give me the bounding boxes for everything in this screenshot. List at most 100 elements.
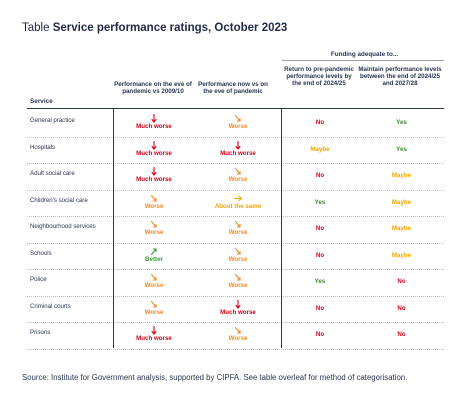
rating-cell-c1: Worse <box>113 296 195 323</box>
funding-header: Funding adequate to... <box>330 51 399 58</box>
arrow-down-icon <box>234 114 241 122</box>
service-name: Prisons <box>30 329 51 336</box>
rating-label: Worse <box>228 176 248 183</box>
rating-cell-c2: Worse <box>195 269 281 296</box>
title-prefix: Table <box>22 22 50 34</box>
column-header-eve-vs-2009: Performance on the eve of pandemic vs 20… <box>114 81 192 96</box>
rating-cell-c3: No <box>281 296 359 323</box>
funding-label: Maybe <box>391 198 412 206</box>
funding-label: No <box>315 331 325 338</box>
arrow-down-icon <box>235 299 241 309</box>
funding-label: Yes <box>314 198 326 206</box>
arrow-down-icon <box>150 273 157 281</box>
rating-label: Much worse <box>136 149 172 157</box>
rating-cell-c3: No <box>281 243 359 270</box>
service-name: Adult social care <box>30 170 75 177</box>
rating-cell-c2: Much worse <box>195 137 281 164</box>
rating-label: Better <box>145 255 163 263</box>
funding-label: No <box>315 225 325 232</box>
rating-cell-c2: Worse <box>195 243 281 270</box>
rating-label: Worse <box>144 202 164 210</box>
table-row: Schools Better Worse No Maybe <box>27 243 444 270</box>
funding-label: No <box>315 172 325 179</box>
arrow-down-icon <box>234 273 241 281</box>
funding-label: Maybe <box>391 251 412 259</box>
arrow-down-icon <box>150 220 157 228</box>
table-title: Table Service performance ratings, Octob… <box>22 22 287 34</box>
rating-label: Much worse <box>136 123 172 130</box>
rating-cell-c3: No <box>281 163 359 190</box>
column-header-now-vs-eve: Performance now vs on the eve of pandemi… <box>198 81 268 96</box>
rating-cell-c2: Much worse <box>195 296 281 323</box>
rating-label: Worse <box>228 229 248 236</box>
rating-label: Worse <box>144 229 164 236</box>
funding-label: Yes <box>314 278 326 285</box>
funding-label: Yes <box>396 119 407 126</box>
rating-cell-c3: Yes <box>281 269 359 296</box>
rating-cell-c1: Worse <box>113 269 195 296</box>
table-row: Police Worse Worse Yes No <box>27 269 444 297</box>
rating-cell-c1: Much worse <box>113 322 195 349</box>
rating-cell-c3: Yes <box>281 190 359 217</box>
service-name: Hospitals <box>30 143 56 151</box>
table-row: Criminal courts Worse Much worse No No <box>27 296 444 323</box>
arrow-down-icon <box>151 140 157 150</box>
rating-cell-c3: No <box>281 216 359 243</box>
arrow-down-icon <box>234 167 241 175</box>
rating-cell-c2: Worse <box>195 163 281 190</box>
column-divider-2 <box>281 108 282 348</box>
funding-label: Maybe <box>391 172 412 179</box>
arrow-down-icon <box>151 167 157 176</box>
rating-cell-c1: Much worse <box>113 137 195 164</box>
rating-label: Much worse <box>136 335 172 342</box>
arrow-down-icon <box>151 326 157 335</box>
rating-label: Worse <box>228 335 248 342</box>
rating-cell-c1: Much worse <box>113 163 195 190</box>
rating-cell-c2: Worse <box>195 322 281 349</box>
rating-cell-c4: Yes <box>359 137 444 164</box>
table-row: Adult social care Much worse Worse No Maybe <box>27 163 444 191</box>
rating-label: Worse <box>228 255 248 263</box>
rating-label: Much worse <box>220 308 256 316</box>
rating-cell-c4: Maybe <box>359 163 444 190</box>
arrow-down-icon <box>234 326 241 334</box>
rating-cell-c3: Maybe <box>281 137 359 164</box>
table-row: Prisons Much worse Worse No No <box>27 322 444 350</box>
header-rule <box>27 108 444 109</box>
funding-label: No <box>397 331 406 338</box>
rating-cell-c4: No <box>359 296 444 323</box>
arrow-down-icon <box>234 247 241 255</box>
rating-cell-c2: About the same <box>195 190 281 217</box>
arrow-right-icon <box>234 195 242 201</box>
rating-cell-c3: No <box>281 110 359 137</box>
column-header-service: Service <box>30 98 53 105</box>
funding-label: Maybe <box>391 225 412 232</box>
rating-cell-c1: Worse <box>113 216 195 243</box>
rating-cell-c1: Better <box>113 243 195 270</box>
table-row: Neighbourhood services Worse Worse No Maybe <box>27 216 444 244</box>
rating-cell-c1: Worse <box>113 190 195 217</box>
funding-label: No <box>315 119 325 126</box>
arrow-down-icon <box>150 300 157 308</box>
arrow-down-icon <box>151 114 157 123</box>
rating-cell-c4: Yes <box>359 110 444 137</box>
arrow-down-icon <box>234 220 241 228</box>
table-row: General practice Much worse Worse No Yes <box>27 110 444 138</box>
funding-label: Yes <box>396 145 407 153</box>
title-main: Service performance ratings, October 202… <box>52 22 288 34</box>
service-name: Police <box>30 276 47 283</box>
service-name: Neighbourhood services <box>30 223 96 230</box>
rating-cell-c4: No <box>359 269 444 296</box>
rating-cell-c2: Worse <box>195 216 281 243</box>
column-divider-1 <box>113 108 114 348</box>
rating-label: Much worse <box>220 149 256 157</box>
rating-label: About the same <box>214 202 262 210</box>
funding-label: No <box>397 278 406 285</box>
funding-label: No <box>315 304 325 312</box>
funding-label: No <box>397 304 406 312</box>
rating-label: Much worse <box>136 176 172 183</box>
rating-cell-c1: Much worse <box>113 110 195 137</box>
service-name: Children's social care <box>30 196 88 204</box>
table-row: Children's social care Worse About the sam… <box>27 190 444 217</box>
service-name: Schools <box>30 249 52 257</box>
